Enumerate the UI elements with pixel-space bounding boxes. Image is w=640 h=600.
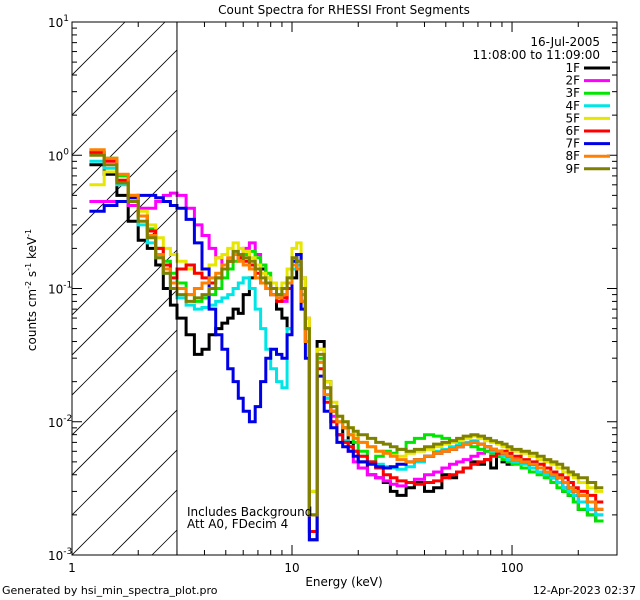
footer-generated: Generated by hsi_min_spectra_plot.pro xyxy=(2,584,218,597)
x-axis-label: Energy (keV) xyxy=(305,575,382,589)
legend-label: 2F xyxy=(565,74,580,88)
axis-ticks: 1 10 100 10-3 10-2 10-1 100 101 xyxy=(48,14,618,575)
series-9f xyxy=(89,153,604,517)
legend-label: 9F xyxy=(565,162,580,176)
time-range-label: 11:08:00 to 11:09:00 xyxy=(473,48,600,62)
legend-label: 5F xyxy=(565,111,580,125)
legend-label: 4F xyxy=(565,99,580,113)
y-tick-label: 10-2 xyxy=(48,414,72,430)
background-note: Includes Background xyxy=(187,505,312,519)
y-axis-label: counts cm-2 s-1 keV-1 xyxy=(24,229,39,351)
chart-title: Count Spectra for RHESSI Front Segments xyxy=(218,3,470,17)
y-tick-label: 10-3 xyxy=(48,547,72,563)
x-tick-label: 10 xyxy=(284,561,299,575)
y-tick-label: 101 xyxy=(48,14,69,30)
legend-label: 3F xyxy=(565,86,580,100)
legend-label: 1F xyxy=(565,61,580,75)
series-6f xyxy=(89,150,604,533)
x-tick-label: 100 xyxy=(501,561,524,575)
attenuator-note: Att A0, FDecim 4 xyxy=(187,517,288,531)
footer-timestamp: 12-Apr-2023 02:37 xyxy=(533,584,636,597)
hatch-line xyxy=(72,22,166,116)
x-tick-label: 1 xyxy=(68,561,76,575)
hatch-line xyxy=(72,22,246,196)
series-8f xyxy=(89,148,604,517)
hatch-line xyxy=(72,22,206,156)
date-label: 16-Jul-2005 xyxy=(530,35,600,49)
y-tick-label: 10-1 xyxy=(48,281,72,297)
series-lines xyxy=(89,148,604,542)
legend-label: 8F xyxy=(565,149,580,163)
legend-label: 7F xyxy=(565,137,580,151)
legend-label: 6F xyxy=(565,124,580,138)
y-tick-label: 100 xyxy=(48,147,69,163)
